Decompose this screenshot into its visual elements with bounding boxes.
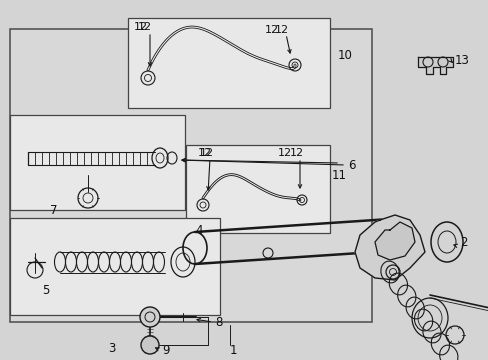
Text: 5: 5	[42, 284, 49, 297]
Text: 2: 2	[459, 235, 467, 248]
Text: 7: 7	[50, 203, 58, 216]
Text: 13: 13	[454, 54, 469, 67]
Bar	[185, 145, 329, 233]
Text: 4: 4	[195, 224, 202, 237]
Circle shape	[140, 307, 160, 327]
Text: 12: 12	[274, 25, 288, 35]
Bar	[10, 218, 220, 315]
Circle shape	[141, 336, 159, 354]
Text: 12: 12	[264, 25, 279, 35]
Text: 12: 12	[200, 148, 214, 158]
Text: 8: 8	[215, 315, 222, 328]
Bar	[128, 18, 329, 108]
Text: 1: 1	[229, 343, 237, 356]
Text: 12: 12	[278, 148, 291, 158]
Bar	[10, 29, 371, 322]
Text: 10: 10	[337, 49, 352, 62]
Polygon shape	[417, 57, 452, 74]
Text: 12: 12	[138, 22, 152, 32]
Bar	[10, 115, 184, 210]
Polygon shape	[374, 222, 414, 260]
Text: 12: 12	[289, 148, 304, 158]
Text: 12: 12	[198, 148, 212, 158]
Text: 11: 11	[331, 168, 346, 181]
Text: 3: 3	[108, 342, 115, 355]
Polygon shape	[354, 215, 424, 280]
Text: 9: 9	[162, 343, 169, 356]
Text: 6: 6	[347, 158, 355, 171]
Text: 12: 12	[134, 22, 148, 32]
